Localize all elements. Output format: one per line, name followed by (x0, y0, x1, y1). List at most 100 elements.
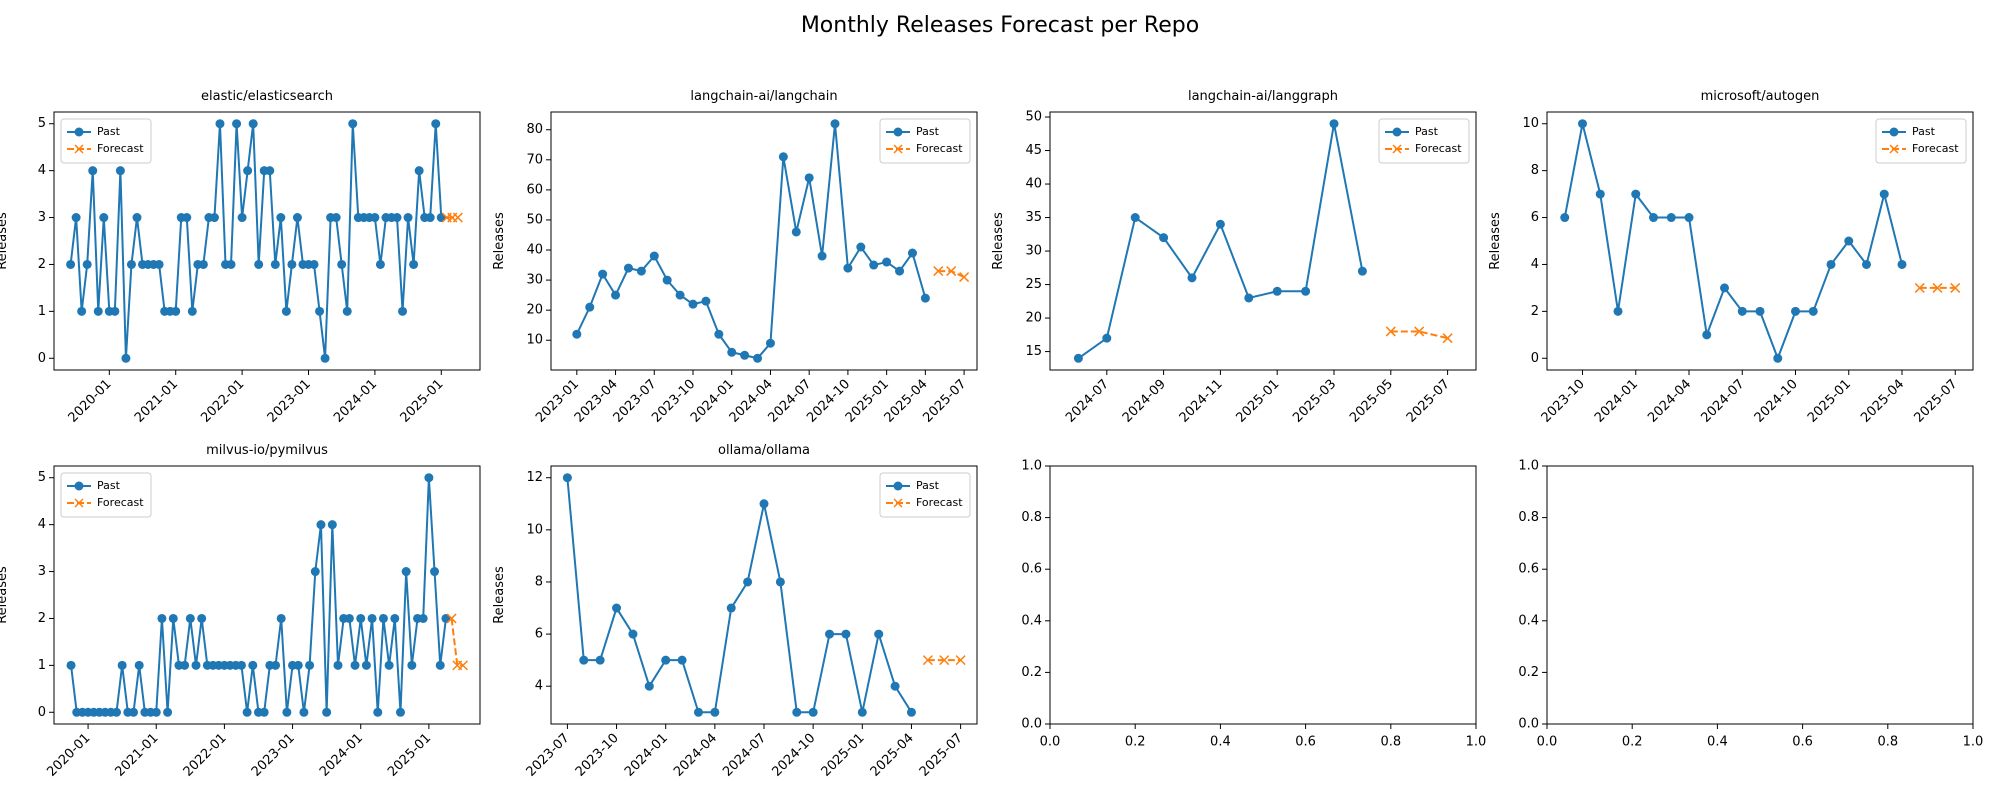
y-tick-label: 40 (526, 243, 543, 258)
x-tick-label: 2025-01 (819, 731, 868, 780)
plot-area (66, 473, 468, 717)
legend: Past Forecast (1378, 118, 1470, 164)
series-line (450, 618, 463, 667)
marker (117, 660, 127, 670)
x-tick-label: 2024-01 (317, 731, 366, 780)
marker (401, 567, 411, 577)
legend-label: Forecast (916, 142, 963, 155)
marker (843, 263, 853, 273)
marker (342, 306, 352, 316)
marker (344, 613, 354, 623)
marker (129, 707, 139, 717)
y-tick-label: 4 (38, 163, 46, 178)
y-tick-label: 0 (38, 705, 46, 720)
x-tick-label: 2023-01 (265, 377, 314, 426)
legend-label: Forecast (1415, 142, 1462, 155)
marker (906, 707, 916, 717)
x-tick-label: 2025-03 (1290, 377, 1339, 426)
marker (322, 707, 332, 717)
series-line (69, 123, 443, 359)
marker (276, 613, 286, 623)
marker (282, 707, 292, 717)
marker (265, 166, 275, 176)
y-tick-label: 0.2 (1021, 665, 1042, 680)
marker (792, 707, 802, 717)
y-tick-label: 15 (1025, 344, 1042, 359)
legend: Past Forecast (1875, 118, 1967, 164)
marker (425, 213, 435, 223)
marker (292, 213, 302, 223)
legend-label: Past (916, 479, 940, 492)
marker (946, 266, 957, 277)
y-tick-label: 0.0 (1021, 717, 1042, 732)
marker (88, 166, 98, 176)
legend-box (1875, 118, 1967, 164)
x-tick-label: 2024-04 (671, 731, 720, 780)
marker (409, 259, 419, 269)
marker (375, 259, 385, 269)
axes-frame (1049, 465, 1477, 725)
marker (649, 251, 659, 261)
marker (237, 213, 247, 223)
marker (327, 520, 337, 530)
subplot-title: ollama/ollama (718, 443, 810, 458)
subplot: langchain-ai/langgraph Releases 15 20 25 30 35… (991, 89, 1477, 426)
marker (693, 707, 703, 717)
plot-area (572, 119, 970, 363)
y-axis-label: Releases (1488, 212, 1503, 270)
y-tick-label: 10 (526, 333, 543, 348)
x-tick-label: 2024-01 (1592, 377, 1641, 426)
legend-label: Past (1415, 125, 1439, 138)
x-tick-label: 2020-01 (66, 377, 115, 426)
marker (1897, 259, 1907, 269)
x-tick-label: 2025-07 (920, 377, 969, 426)
marker (1329, 119, 1339, 129)
marker (585, 302, 595, 312)
x-tick-label: 2020-01 (44, 731, 93, 780)
legend-box (60, 472, 152, 518)
y-tick-label: 60 (526, 182, 543, 197)
marker (1666, 213, 1676, 223)
marker (955, 655, 966, 666)
marker (441, 613, 451, 623)
marker (71, 213, 81, 223)
marker (791, 227, 801, 237)
subplot: 0.0 0.2 0.4 0.6 0.8 1.0 0.0 0.2 0.4 0.6 0.8 1.0 (1518, 459, 1983, 750)
x-tick-label: 2025-07 (917, 731, 966, 780)
x-tick-label: 2025-01 (398, 377, 447, 426)
marker (1914, 282, 1925, 293)
marker (1215, 219, 1225, 229)
marker (337, 259, 347, 269)
marker (197, 613, 207, 623)
y-tick-label: 20 (1025, 311, 1042, 326)
marker (856, 242, 866, 252)
legend-marker (893, 498, 903, 508)
marker (1791, 306, 1800, 316)
legend-marker (74, 498, 84, 508)
marker (126, 259, 136, 269)
marker (356, 613, 366, 623)
y-tick-label: 10 (526, 522, 543, 537)
figure-title: Monthly Releases Forecast per Repo (801, 13, 1199, 38)
marker (395, 707, 405, 717)
y-axis-label: Releases (0, 212, 10, 270)
marker (1826, 259, 1836, 269)
marker (579, 655, 589, 665)
x-tick-label: 2025-04 (1858, 377, 1907, 426)
x-tick-label: 0.8 (1380, 735, 1401, 750)
legend-box (1378, 118, 1470, 164)
marker (1684, 213, 1694, 223)
marker (662, 275, 672, 285)
marker (775, 577, 785, 587)
marker (1073, 353, 1083, 363)
marker (310, 567, 320, 577)
marker (1159, 233, 1169, 243)
y-axis-label: Releases (492, 212, 507, 270)
marker (370, 213, 380, 223)
legend-marker (74, 481, 84, 491)
marker (922, 655, 933, 666)
legend-label: Forecast (1912, 142, 1959, 155)
x-tick-label: 0.6 (1295, 735, 1316, 750)
y-tick-label: 0.8 (1518, 510, 1539, 525)
x-tick-label: 2024-01 (331, 377, 380, 426)
